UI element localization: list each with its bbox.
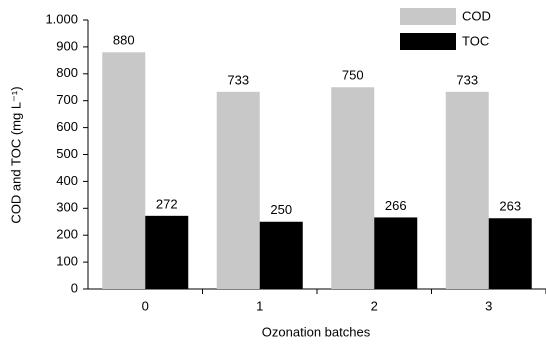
value-label: 733 (456, 72, 478, 87)
y-tick-label: 400 (56, 173, 78, 188)
x-tick-label: 0 (142, 298, 149, 313)
bar (102, 52, 146, 289)
bar (374, 217, 418, 289)
y-axis-label: COD and TOC (mg L⁻¹) (8, 86, 23, 223)
x-tick-label: 3 (485, 298, 492, 313)
value-label: 272 (156, 196, 178, 211)
value-label: 266 (385, 198, 407, 213)
value-label: 263 (499, 199, 521, 214)
y-tick-label: 500 (56, 146, 78, 161)
x-axis-label: Ozonation batches (262, 324, 371, 339)
x-tick-label: 2 (371, 298, 378, 313)
legend-swatch (400, 33, 456, 50)
bar (331, 87, 375, 289)
y-tick-label: 600 (56, 119, 78, 134)
legend-label: TOC (462, 33, 489, 48)
value-label: 250 (270, 202, 292, 217)
value-label: 750 (342, 68, 364, 83)
value-label: 733 (227, 72, 249, 87)
bar (259, 221, 303, 289)
y-tick-label: 800 (56, 65, 78, 80)
legend-swatch (400, 8, 456, 25)
bar (488, 218, 532, 289)
y-tick-label: 700 (56, 92, 78, 107)
bar (145, 215, 189, 289)
y-tick-label: 900 (56, 38, 78, 53)
value-label: 880 (113, 33, 135, 48)
legend-label: COD (462, 8, 491, 23)
y-tick-label: 100 (56, 254, 78, 269)
y-tick-label: 1.000 (45, 11, 78, 26)
bar (445, 91, 489, 289)
y-tick-label: 200 (56, 227, 78, 242)
y-tick-label: 0 (71, 280, 78, 295)
y-tick-label: 300 (56, 200, 78, 215)
x-tick-label: 1 (256, 298, 263, 313)
bar (216, 91, 260, 289)
